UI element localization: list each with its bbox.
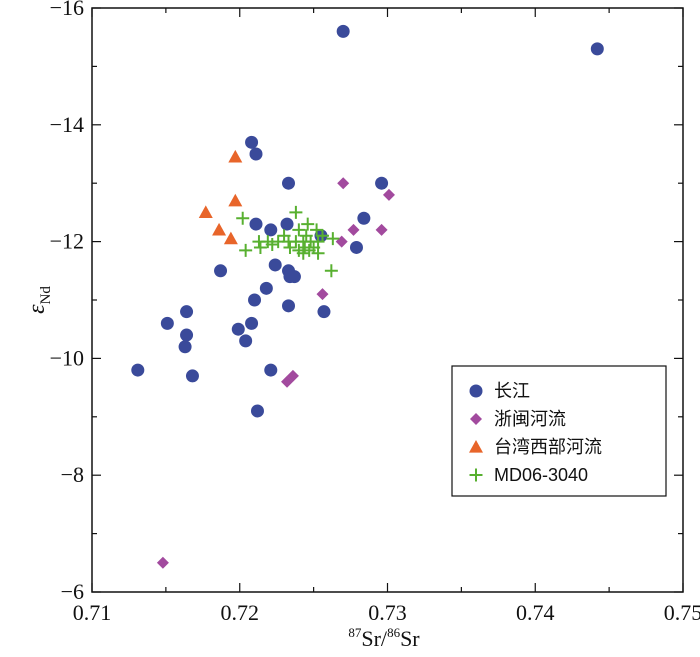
md06-point	[253, 240, 267, 254]
md06-point	[283, 240, 297, 254]
changjiang-point	[180, 305, 194, 319]
changjiang-point	[178, 340, 192, 354]
md06-point	[310, 223, 324, 237]
md06-point	[289, 205, 303, 219]
changjiang-point	[287, 270, 301, 284]
taiwan-point	[198, 205, 213, 218]
zhemin-point	[382, 188, 395, 201]
y-tick-label: −8	[61, 462, 84, 487]
y-axis-title: εNd	[24, 286, 54, 314]
changjiang-point	[264, 363, 278, 377]
x-tick-label: 0.73	[368, 600, 407, 625]
md06-point	[326, 232, 340, 246]
md06-point	[296, 246, 310, 260]
legend-item-changjiang-marker	[469, 384, 483, 398]
taiwan-point	[223, 231, 238, 245]
changjiang-point	[349, 240, 363, 254]
legend-item-zhemin-label: 浙闽河流	[494, 409, 566, 429]
changjiang-point	[264, 223, 278, 237]
changjiang-point	[248, 293, 262, 307]
changjiang-point	[185, 369, 199, 383]
zhemin-point	[281, 375, 294, 388]
changjiang-point	[336, 24, 350, 38]
changjiang-point	[280, 217, 294, 231]
md06-point	[292, 223, 306, 237]
changjiang-point	[259, 281, 273, 295]
changjiang-point	[245, 316, 259, 330]
zhemin-point	[347, 223, 360, 236]
changjiang-point	[250, 404, 264, 418]
y-tick-label: −6	[61, 579, 84, 604]
changjiang-point	[180, 328, 194, 342]
changjiang-point	[282, 299, 296, 313]
y-tick-label: −16	[50, 0, 84, 20]
md06-point	[324, 264, 338, 278]
zhemin-point	[316, 288, 329, 301]
legend-item-taiwan-marker	[469, 440, 483, 453]
x-tick-label: 0.72	[221, 600, 260, 625]
changjiang-point	[268, 258, 282, 272]
plot-frame	[91, 7, 684, 593]
legend-item-md06-marker	[469, 468, 483, 482]
changjiang-point	[214, 264, 228, 278]
x-axis-title: 87Sr/86Sr	[348, 625, 420, 651]
md06-point	[311, 246, 325, 260]
legend-item-changjiang-label: 长江	[494, 381, 530, 401]
x-tick-label: 0.74	[516, 600, 555, 625]
zhemin-point	[335, 235, 348, 248]
md06-point	[265, 238, 279, 252]
changjiang-point	[375, 176, 389, 190]
md06-point	[239, 243, 253, 257]
y-axis-ticks: −6 −8 −10 −12 −14 −16	[50, 0, 683, 604]
changjiang-point	[160, 316, 174, 330]
x-axis-ticks: 0.71 0.72 0.73 0.74 0.75	[73, 8, 700, 625]
taiwan-point	[228, 149, 243, 163]
changjiang-point	[249, 217, 263, 231]
zhemin-point	[156, 556, 169, 569]
y-tick-label: −12	[50, 229, 84, 254]
legend-box	[451, 365, 667, 497]
md06-point	[301, 217, 315, 231]
data-points	[131, 24, 604, 569]
x-tick-label: 0.71	[73, 600, 112, 625]
md06-point	[302, 243, 316, 257]
legend-item-md06-label: MD06-3040	[494, 465, 588, 485]
changjiang-point	[590, 42, 604, 56]
changjiang-point	[239, 334, 253, 348]
changjiang-point	[131, 363, 145, 377]
taiwan-point	[228, 193, 243, 207]
zhemin-point	[375, 223, 388, 236]
changjiang-point	[357, 211, 371, 225]
changjiang-point	[231, 322, 245, 336]
changjiang-point	[282, 176, 296, 190]
legend-item-taiwan-label: 台湾西部河流	[494, 437, 602, 457]
changjiang-point	[245, 135, 259, 149]
zhemin-point	[337, 177, 350, 190]
legend-item-zhemin-marker	[470, 413, 482, 425]
md06-point	[236, 211, 250, 225]
taiwan-point	[212, 222, 227, 236]
y-tick-label: −10	[50, 345, 84, 370]
changjiang-point	[317, 305, 331, 319]
y-tick-label: −14	[50, 112, 84, 137]
x-tick-label: 0.75	[664, 600, 700, 625]
changjiang-point	[249, 147, 263, 161]
